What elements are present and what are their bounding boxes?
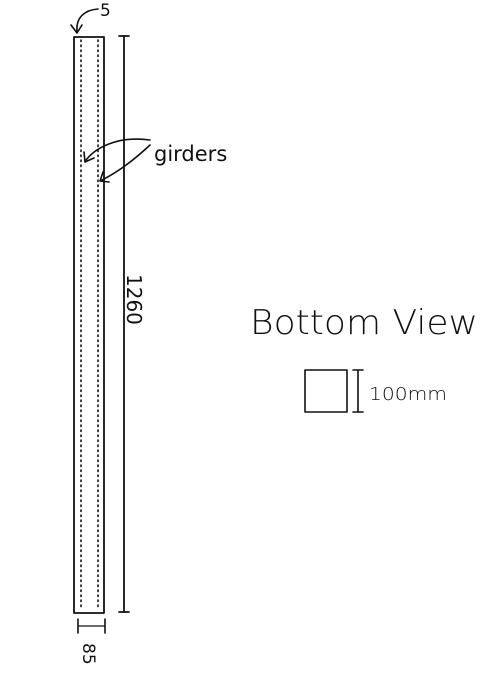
girders-leader-lower xyxy=(101,144,151,181)
thickness-arrowhead xyxy=(70,24,83,34)
girders-arrowhead-lower xyxy=(99,171,110,183)
bottom-view-square xyxy=(304,369,348,413)
girders-label: girders xyxy=(154,142,227,166)
girders-arrowhead-upper xyxy=(83,151,95,163)
square-size-label: 100mm xyxy=(369,384,447,405)
bottom-view-title: Bottom View xyxy=(250,303,478,343)
girders-leader-upper xyxy=(85,138,151,161)
length-label: 1260 xyxy=(122,274,146,325)
width-label: 85 xyxy=(78,643,98,665)
thickness-arrow xyxy=(76,8,99,32)
column-outline xyxy=(73,36,105,614)
thickness-label: 5 xyxy=(100,1,111,21)
